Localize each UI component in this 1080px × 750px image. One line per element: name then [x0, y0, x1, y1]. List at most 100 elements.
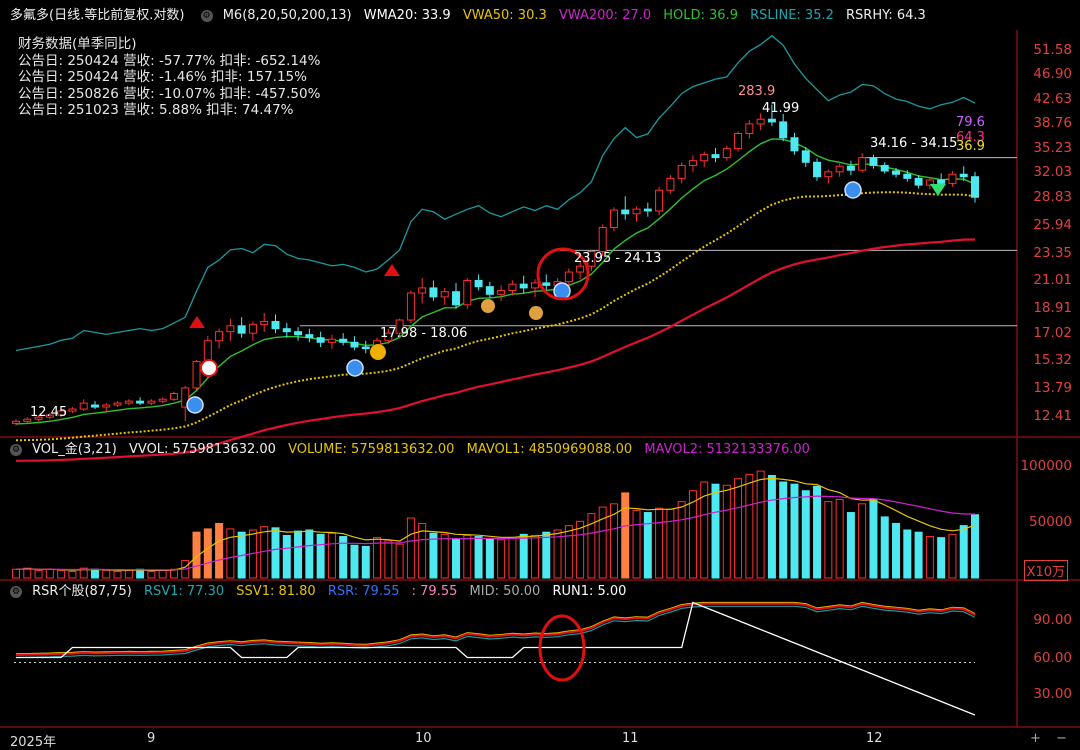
- right-label-64: 64.3: [956, 130, 985, 145]
- hold-value: HOLD: 36.9: [663, 8, 738, 23]
- blue-ball-marker: [346, 359, 364, 377]
- candle-body: [102, 404, 111, 408]
- finance-row: 公告日: 250826 营收: -10.07% 扣非: -457.50%: [18, 85, 321, 102]
- candle-body: [948, 173, 957, 184]
- volume-bar: [463, 534, 472, 579]
- candle-body: [305, 334, 314, 339]
- candle-body: [756, 118, 765, 125]
- mavol1-value: MAVOL1: 4850969088.00: [466, 442, 633, 457]
- vwa200-value: VWA200: 27.0: [558, 8, 652, 23]
- volume-bar: [23, 567, 32, 579]
- price-tick: 17.02: [1033, 325, 1072, 341]
- candle-body: [846, 165, 855, 171]
- volume-bar: [508, 537, 517, 579]
- candle-body: [767, 118, 776, 123]
- money-bag-marker: [481, 299, 495, 313]
- candle-body: [57, 410, 66, 416]
- run1-series: [16, 601, 976, 716]
- candle-body: [361, 346, 370, 350]
- candle-body: [429, 287, 438, 298]
- blue-ball-marker: [844, 181, 862, 199]
- candle-body: [892, 170, 901, 175]
- time-axis: 2025年 9 10 11 12 + −: [0, 729, 1080, 750]
- rsr-indicator-name[interactable]: RSR个股(87,75): [32, 584, 132, 599]
- candle-body: [790, 137, 799, 152]
- red-triangle-marker: [384, 264, 400, 276]
- highlight-circle: [536, 247, 590, 301]
- right-label-79: 79.6: [956, 115, 985, 130]
- volume-tick: 100000: [1020, 458, 1072, 474]
- candle-body: [384, 332, 393, 342]
- volume-bar: [779, 481, 788, 579]
- range-label-1: 17.98 - 18.06: [380, 326, 468, 341]
- settings-icon[interactable]: ⚙: [200, 9, 213, 22]
- volume-bar: [700, 481, 709, 579]
- candle-body: [722, 148, 731, 159]
- volume-bar: [846, 512, 855, 579]
- volume-bar: [564, 525, 573, 579]
- volume-bar: [327, 532, 336, 579]
- candle-body: [508, 283, 517, 291]
- plus-marker: [200, 359, 218, 377]
- money-bag-marker: [529, 306, 543, 320]
- stock-title: 多氟多(日线.等比前复权.对数): [10, 8, 185, 23]
- candle-body: [271, 320, 280, 330]
- price-tick: 15.32: [1033, 352, 1072, 368]
- blue-ball-marker: [186, 396, 204, 414]
- vwa50-series: [15, 191, 976, 442]
- volume-bar: [971, 514, 979, 579]
- vwa50-value: VWA50: 30.3: [462, 8, 547, 23]
- volume-indicator-name[interactable]: VOL_金(3,21): [32, 442, 117, 457]
- volume-bar: [147, 570, 156, 579]
- volume-bar: [45, 568, 54, 579]
- volume-bar: [350, 544, 359, 579]
- rsr-value: RSR: 79.55: [327, 584, 400, 599]
- volume-bar: [711, 483, 720, 579]
- candle-body: [587, 251, 596, 267]
- peak-top-label: 283.9: [738, 84, 776, 99]
- volume-tick: 50000: [1029, 514, 1072, 530]
- mavol2-series: [15, 495, 975, 571]
- zoom-out-button[interactable]: −: [1056, 731, 1067, 746]
- volume-bar: [813, 485, 822, 579]
- price-tick: 42.63: [1033, 91, 1072, 107]
- candle-body: [147, 400, 156, 404]
- candle-body: [485, 286, 494, 295]
- indicator-name[interactable]: M6(8,20,50,200,13): [222, 8, 352, 23]
- volume-bar: [756, 470, 765, 579]
- rsrhy-value: RSRHY: 64.3: [846, 8, 926, 23]
- ssv1-series: [15, 601, 976, 655]
- candle-body: [903, 173, 912, 179]
- volume-bar: [892, 522, 901, 579]
- volume-bar: [722, 484, 731, 579]
- volume-bar: [858, 503, 867, 579]
- volume-bar: [519, 533, 528, 579]
- candle-body: [914, 177, 923, 186]
- mavol2-value: MAVOL2: 5132133376.00: [644, 442, 810, 457]
- volume-bar: [598, 506, 607, 579]
- volume-bar: [576, 520, 585, 579]
- rsv1-series: [15, 605, 976, 659]
- range-label-2: 23.95 - 24.13: [574, 251, 662, 266]
- volume-bar: [677, 501, 686, 579]
- rsr-series: [15, 602, 976, 657]
- volume-bar: [79, 567, 88, 579]
- candle-body: [68, 408, 77, 412]
- volume-bar: [158, 569, 167, 579]
- candle-body: [192, 361, 201, 389]
- volume-bar: [824, 501, 833, 579]
- candle-body: [418, 287, 427, 294]
- price-tick: 25.94: [1033, 217, 1072, 233]
- candle-body: [666, 177, 675, 191]
- price-tick: 23.35: [1033, 245, 1072, 261]
- price-tick: 32.03: [1033, 164, 1072, 180]
- candle-body: [248, 323, 257, 334]
- mid-value: MID: 50.00: [469, 584, 541, 599]
- candle-body: [226, 325, 235, 333]
- zoom-in-button[interactable]: +: [1030, 731, 1041, 746]
- volume-bar: [226, 528, 235, 579]
- rsr-tick: 30.00: [1033, 686, 1072, 702]
- volume-settings-icon[interactable]: ⚙: [10, 443, 22, 456]
- rsr-settings-icon[interactable]: ⚙: [10, 585, 22, 598]
